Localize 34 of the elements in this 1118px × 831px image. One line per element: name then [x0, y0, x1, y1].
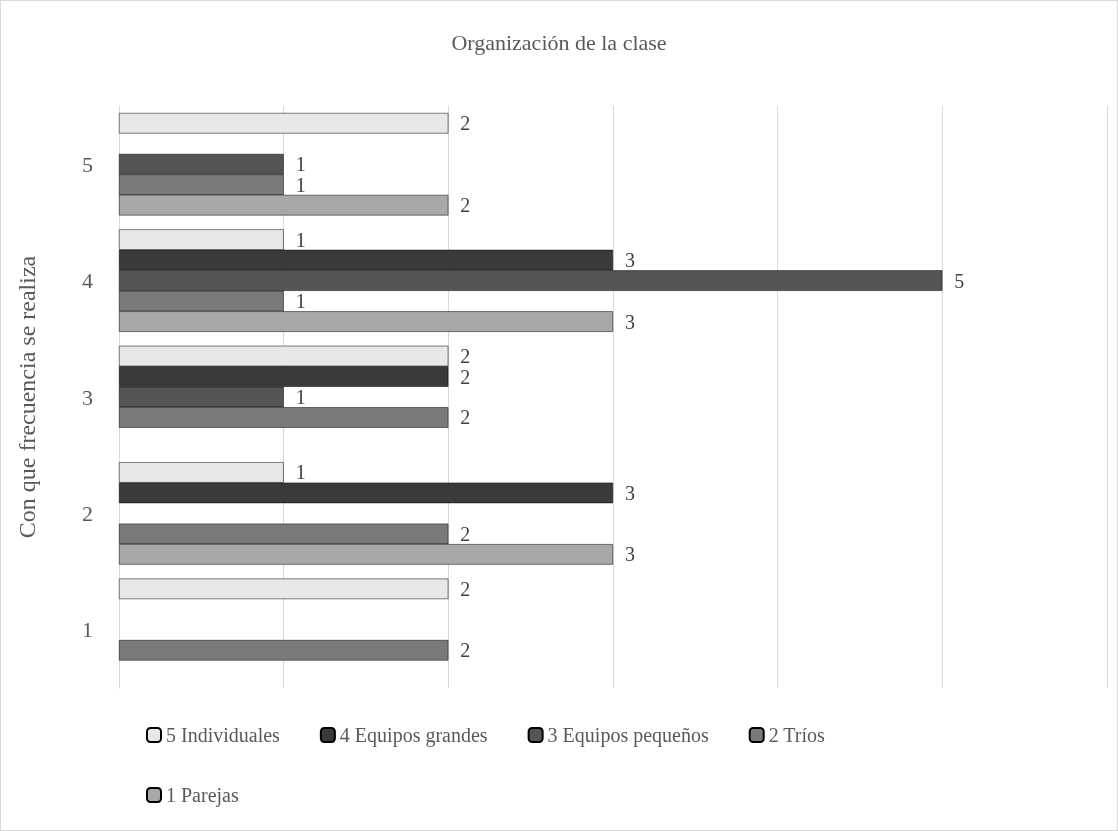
data-label: 5: [954, 269, 965, 292]
data-label: 2: [460, 406, 471, 429]
legend-label: 1 Parejas: [166, 784, 239, 807]
legend-label: 2 Tríos: [768, 724, 826, 746]
data-label: 1: [295, 173, 306, 196]
y-tick-label: 5: [82, 151, 93, 177]
data-label: 3: [625, 481, 635, 504]
chart-title: Organización de la clase: [451, 29, 667, 55]
legend-label: 4 Equipos grandes: [339, 724, 488, 747]
data-label: 3: [625, 249, 635, 272]
y-tick-label: 4: [82, 268, 93, 294]
data-label: 2: [460, 345, 471, 368]
y-tick-label: 1: [82, 617, 93, 643]
y-tick-label: 3: [82, 384, 93, 410]
data-label: 3: [625, 543, 635, 566]
bar: [119, 578, 449, 600]
data-label: 2: [460, 194, 471, 217]
data-label: 1: [295, 290, 306, 313]
legend-label: 3 Equipos pequeños: [547, 724, 709, 747]
y-tick-label: 2: [82, 500, 93, 526]
data-label: 2: [460, 577, 471, 600]
y-axis-title: Con que frecuencia se realiza: [14, 255, 40, 539]
bar: [119, 112, 449, 134]
data-label: 2: [460, 112, 471, 135]
data-label: 1: [295, 386, 306, 408]
data-label: 1: [295, 461, 306, 484]
legend-label: 5 Individuales: [166, 724, 281, 746]
bar: [119, 640, 449, 661]
data-label: 3: [625, 310, 635, 333]
data-label: 2: [460, 639, 471, 662]
data-label: 1: [295, 228, 306, 251]
data-label: 1: [295, 153, 306, 176]
data-label: 2: [460, 365, 471, 388]
data-label: 2: [460, 522, 471, 545]
